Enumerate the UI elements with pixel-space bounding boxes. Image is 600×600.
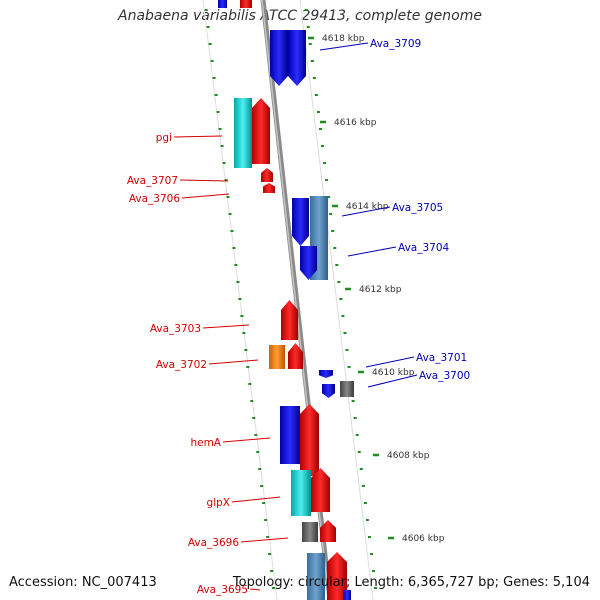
gene-label[interactable]: Ava_3700: [419, 370, 470, 382]
gene-arrow[interactable]: [292, 198, 309, 246]
gene-arrow[interactable]: [291, 470, 311, 516]
scale-label: 4616 kbp: [334, 118, 377, 128]
gene-arrow[interactable]: [270, 30, 288, 86]
gene-arrow[interactable]: [240, 0, 252, 8]
gene-label[interactable]: Ava_3709: [370, 38, 421, 50]
scale-label: 4614 kbp: [346, 202, 389, 212]
gene-label[interactable]: Ava_3695: [197, 584, 248, 596]
gene-arrow[interactable]: [322, 384, 335, 398]
gene-label[interactable]: Ava_3703: [150, 323, 201, 335]
gene-label[interactable]: Ava_3707: [127, 175, 178, 187]
gene-arrow[interactable]: [300, 404, 319, 476]
gene-arrow[interactable]: [281, 300, 298, 340]
gene-arrow[interactable]: [288, 30, 306, 86]
gene-label-leader: [365, 356, 415, 368]
gene-label-leader: [249, 588, 261, 591]
gene-arrow[interactable]: [343, 590, 351, 600]
gene-label-leader: [319, 42, 369, 51]
gene-label[interactable]: hemA: [190, 437, 221, 449]
scale-label: 4606 kbp: [402, 534, 445, 544]
gene-label-leader: [347, 246, 397, 257]
accession-text: Accession: NC_007413: [9, 575, 157, 590]
gene-label[interactable]: Ava_3696: [188, 537, 240, 549]
gene-arrow[interactable]: [300, 246, 317, 280]
gene-arrow[interactable]: [311, 468, 330, 512]
genome-summary-text: Topology: circular; Length: 6,365,727 bp…: [232, 575, 590, 590]
scale-label: 4612 kbp: [359, 285, 402, 295]
gene-arrow[interactable]: [218, 0, 227, 8]
gene-label-leader: [222, 437, 271, 443]
scale-label: 4610 kbp: [372, 368, 415, 378]
gene-arrow[interactable]: [252, 98, 270, 164]
gene-label-leader: [179, 179, 229, 182]
gene-label[interactable]: Ava_3706: [129, 193, 181, 205]
gene-label[interactable]: glpX: [207, 497, 230, 509]
gene-arrow[interactable]: [307, 553, 325, 600]
gene-label[interactable]: Ava_3702: [156, 359, 207, 371]
gene-label-leader: [202, 324, 250, 329]
gene-label[interactable]: Ava_3705: [392, 202, 443, 214]
gene-arrow[interactable]: [234, 98, 252, 168]
gene-arrow[interactable]: [320, 520, 336, 542]
gene-label-leader: [367, 374, 418, 388]
gene-label[interactable]: pgi: [156, 132, 172, 144]
gene-arrow[interactable]: [340, 381, 354, 397]
gene-arrow[interactable]: [302, 522, 318, 542]
map-title: Anabaena variabilis ATCC 29413, complete…: [118, 8, 482, 24]
gene-arrow[interactable]: [280, 406, 300, 464]
gene-label[interactable]: Ava_3704: [398, 242, 450, 254]
gene-arrow[interactable]: [288, 343, 303, 369]
gene-label-leader: [240, 537, 289, 543]
gene-label[interactable]: Ava_3701: [416, 352, 467, 364]
scale-label: 4618 kbp: [322, 34, 365, 44]
gene-label-leader: [208, 359, 259, 365]
gene-arrow[interactable]: [261, 168, 273, 182]
gene-arrow[interactable]: [269, 345, 285, 369]
scale-label: 4608 kbp: [387, 451, 430, 461]
gene-arrow[interactable]: [319, 370, 333, 378]
gene-arrow[interactable]: [327, 552, 347, 600]
gene-label-leader: [341, 206, 391, 217]
gene-label-leader: [231, 496, 281, 503]
gene-label-leader: [173, 135, 223, 138]
gene-label-leader: [181, 193, 230, 199]
minus-track-guide: [299, 0, 374, 600]
gene-arrow[interactable]: [263, 183, 275, 193]
